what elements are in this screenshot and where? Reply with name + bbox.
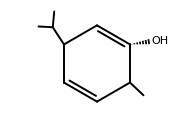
- Text: OH: OH: [151, 36, 168, 46]
